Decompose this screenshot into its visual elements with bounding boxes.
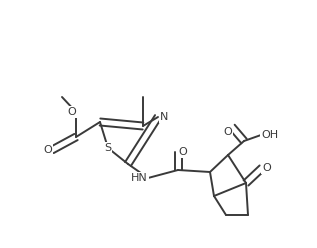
Text: N: N (160, 112, 168, 122)
Text: O: O (223, 127, 232, 137)
Text: HN: HN (131, 173, 148, 183)
Text: O: O (178, 147, 187, 157)
Text: S: S (104, 143, 112, 153)
Text: OH: OH (261, 130, 278, 140)
Text: O: O (43, 145, 52, 155)
Text: O: O (262, 163, 271, 173)
Text: O: O (67, 107, 76, 117)
